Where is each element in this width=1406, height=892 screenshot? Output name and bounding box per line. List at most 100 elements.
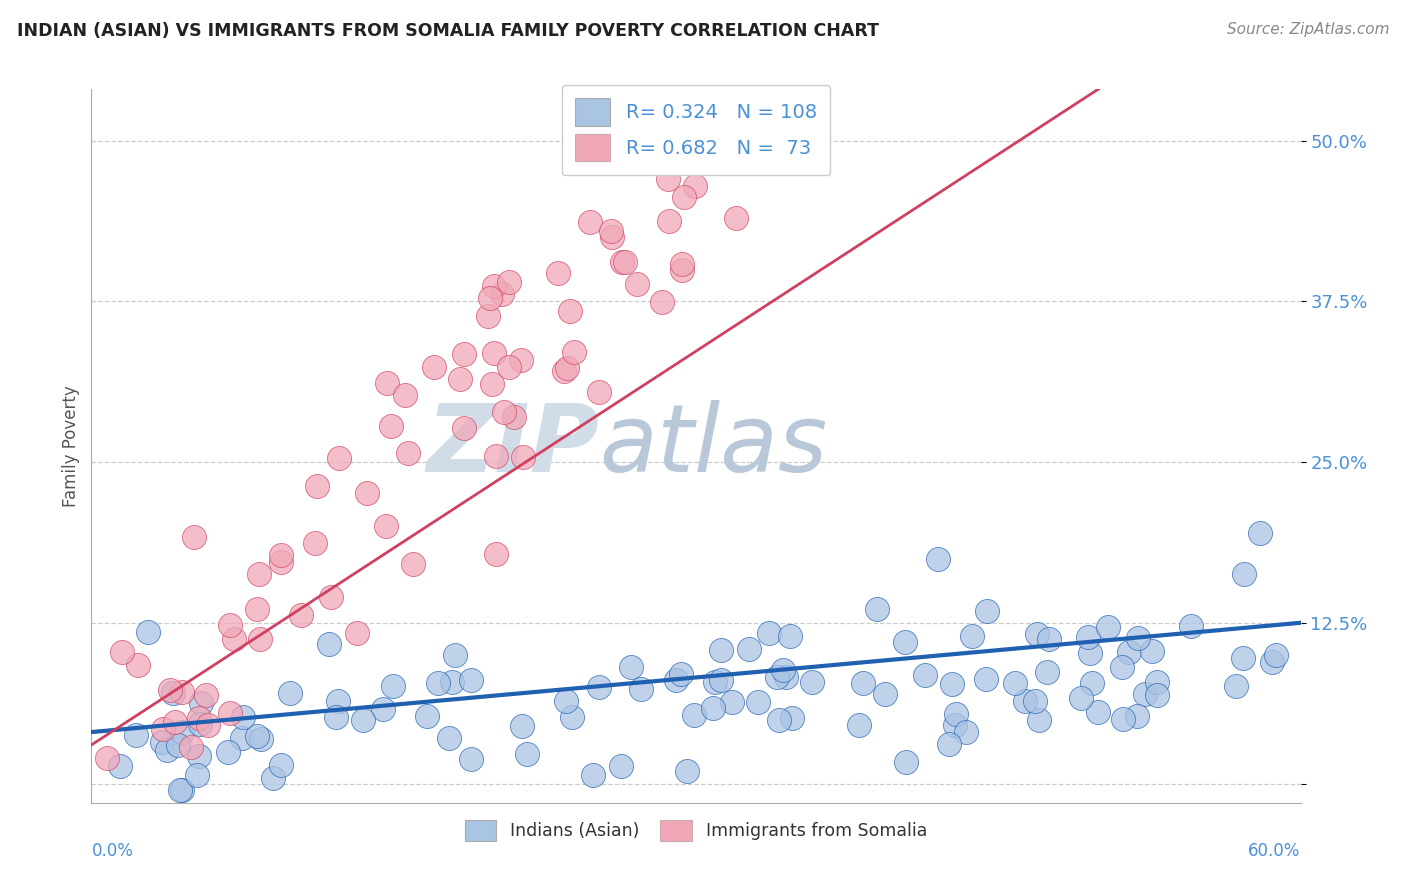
Point: [136, 624, 159, 639]
Point: [1024, 694, 1046, 708]
Point: [188, 748, 211, 763]
Point: [676, 764, 699, 779]
Point: [166, 738, 188, 752]
Point: [183, 530, 205, 544]
Point: [765, 670, 787, 684]
Point: [927, 551, 949, 566]
Text: atlas: atlas: [599, 401, 828, 491]
Point: [510, 719, 533, 733]
Point: [610, 758, 633, 772]
Point: [190, 696, 212, 710]
Point: [127, 658, 149, 673]
Point: [955, 725, 977, 739]
Point: [561, 710, 583, 724]
Point: [945, 706, 967, 721]
Point: [346, 626, 368, 640]
Point: [1038, 632, 1060, 646]
Point: [630, 682, 652, 697]
Point: [914, 667, 936, 681]
Point: [485, 548, 508, 562]
Point: [588, 680, 610, 694]
Point: [671, 667, 693, 681]
Point: [477, 309, 499, 323]
Point: [1111, 660, 1133, 674]
Point: [703, 674, 725, 689]
Point: [626, 277, 648, 292]
Point: [485, 450, 508, 464]
Point: [682, 707, 704, 722]
Point: [194, 688, 217, 702]
Point: [96, 751, 118, 765]
Point: [453, 347, 475, 361]
Point: [1233, 567, 1256, 582]
Point: [564, 344, 586, 359]
Point: [1028, 713, 1050, 727]
Point: [262, 771, 284, 785]
Point: [165, 715, 187, 730]
Point: [657, 172, 679, 186]
Point: [156, 743, 179, 757]
Point: [270, 555, 292, 569]
Text: INDIAN (ASIAN) VS IMMIGRANTS FROM SOMALIA FAMILY POVERTY CORRELATION CHART: INDIAN (ASIAN) VS IMMIGRANTS FROM SOMALI…: [17, 22, 879, 40]
Text: 60.0%: 60.0%: [1249, 842, 1301, 860]
Point: [671, 257, 693, 271]
Point: [721, 695, 744, 709]
Point: [502, 409, 524, 424]
Point: [172, 783, 194, 797]
Point: [232, 709, 254, 723]
Y-axis label: Family Poverty: Family Poverty: [62, 385, 80, 507]
Text: ZIP: ZIP: [426, 400, 599, 492]
Point: [326, 694, 349, 708]
Point: [600, 224, 623, 238]
Point: [1146, 688, 1168, 702]
Point: [1080, 676, 1102, 690]
Point: [709, 643, 731, 657]
Point: [974, 672, 997, 686]
Point: [516, 747, 538, 762]
Point: [600, 230, 623, 244]
Point: [780, 711, 803, 725]
Point: [162, 685, 184, 699]
Point: [170, 685, 193, 699]
Point: [512, 450, 534, 464]
Point: [1004, 676, 1026, 690]
Point: [304, 536, 326, 550]
Point: [1128, 631, 1150, 645]
Point: [478, 291, 501, 305]
Point: [249, 732, 271, 747]
Point: [1249, 525, 1271, 540]
Point: [1118, 645, 1140, 659]
Point: [352, 713, 374, 727]
Point: [938, 737, 960, 751]
Point: [325, 709, 347, 723]
Point: [247, 567, 270, 582]
Point: [1111, 712, 1133, 726]
Point: [375, 376, 398, 390]
Point: [218, 618, 240, 632]
Point: [558, 303, 581, 318]
Point: [1180, 619, 1202, 633]
Point: [172, 724, 194, 739]
Point: [270, 757, 292, 772]
Point: [444, 648, 467, 663]
Point: [246, 602, 269, 616]
Point: [683, 178, 706, 193]
Point: [416, 709, 439, 723]
Point: [396, 446, 419, 460]
Point: [671, 263, 693, 277]
Point: [453, 421, 475, 435]
Point: [437, 731, 460, 745]
Point: [280, 686, 302, 700]
Point: [665, 673, 688, 688]
Point: [710, 673, 733, 687]
Point: [894, 755, 917, 769]
Point: [800, 675, 823, 690]
Point: [498, 276, 520, 290]
Point: [960, 629, 983, 643]
Point: [245, 729, 267, 743]
Point: [307, 479, 329, 493]
Point: [159, 682, 181, 697]
Point: [772, 663, 794, 677]
Point: [125, 729, 148, 743]
Point: [725, 211, 748, 225]
